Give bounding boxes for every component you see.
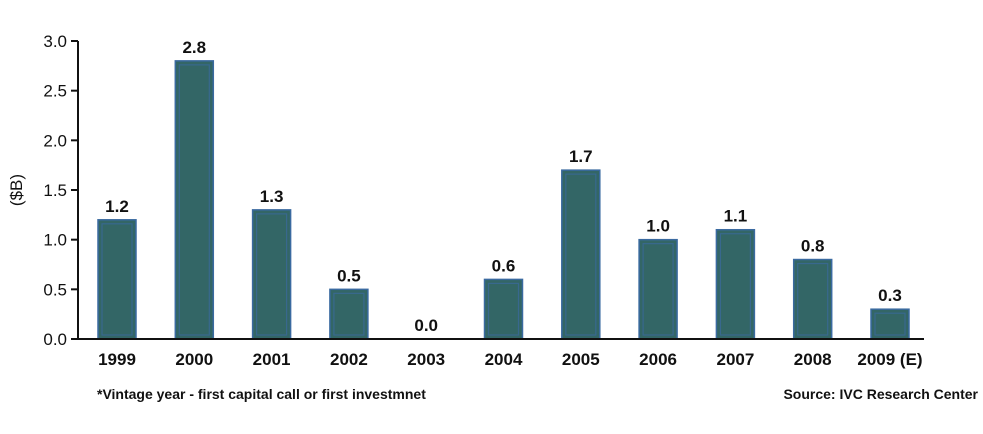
data-label: 0.8 xyxy=(801,237,825,256)
y-tick-label: 0.5 xyxy=(43,280,67,299)
y-tick-label: 3.0 xyxy=(43,32,67,51)
data-label: 0.0 xyxy=(414,316,438,335)
bars xyxy=(97,60,910,340)
bar-inner-outline xyxy=(487,282,520,336)
x-tick-label: 2009 (E) xyxy=(857,350,922,369)
bar-inner-outline xyxy=(178,64,210,336)
data-label: 1.7 xyxy=(569,147,593,166)
y-tick-label: 2.0 xyxy=(43,131,67,150)
bar xyxy=(792,258,833,340)
bar-inner-outline xyxy=(101,223,133,336)
bar xyxy=(715,228,756,340)
x-tick-label: 2002 xyxy=(330,350,368,369)
bar xyxy=(638,238,678,340)
data-label: 1.2 xyxy=(105,197,129,216)
x-tick-label: 2004 xyxy=(485,350,523,369)
data-labels: 1.2 2.8 1.3 0.5 0.0 0.6 1.7 1.0 1.1 0.8 0.3 xyxy=(105,38,902,335)
data-label: 1.1 xyxy=(724,207,748,226)
data-label: 0.3 xyxy=(878,286,902,305)
data-label: 0.5 xyxy=(337,266,361,285)
x-tick-label: 2007 xyxy=(716,350,754,369)
source-note: Source: IVC Research Center xyxy=(783,386,978,402)
y-tick-label: 1.5 xyxy=(43,181,67,200)
bar xyxy=(561,169,601,340)
data-label: 1.3 xyxy=(260,187,284,206)
x-tick-label: 1999 xyxy=(98,350,136,369)
bar xyxy=(174,60,215,340)
data-label: 2.8 xyxy=(182,38,206,57)
bar-inner-outline xyxy=(333,292,365,336)
bar xyxy=(329,288,369,340)
x-tick-label: 2003 xyxy=(407,350,445,369)
bar xyxy=(251,209,292,340)
bar-inner-outline xyxy=(256,213,288,336)
data-label: 0.6 xyxy=(492,256,516,275)
x-tick-label: 2000 xyxy=(175,350,213,369)
y-axis: 0.0 0.5 1.0 1.5 2.0 2.5 3.0 xyxy=(43,32,79,349)
y-tick-label: 1.0 xyxy=(43,231,67,250)
x-tick-label: 2008 xyxy=(794,350,832,369)
x-tick-label: 2005 xyxy=(562,350,600,369)
bar xyxy=(97,219,137,340)
bar-inner-outline xyxy=(719,233,752,336)
bar-inner-outline xyxy=(797,262,829,336)
y-tick-label: 2.5 xyxy=(43,82,67,101)
x-tick-label: 2006 xyxy=(639,350,677,369)
x-axis: 1999 2000 2001 2002 2003 2004 2005 2006 2007 2008… xyxy=(78,338,924,369)
footnote: *Vintage year - first capital call or fi… xyxy=(97,386,426,402)
bar xyxy=(483,278,524,340)
data-label: 1.0 xyxy=(646,217,670,236)
x-tick-label: 2001 xyxy=(253,350,291,369)
bar-inner-outline xyxy=(642,243,674,336)
y-axis-title: ($B) xyxy=(7,174,26,206)
bar-inner-outline xyxy=(874,312,906,336)
bar-inner-outline xyxy=(565,173,597,336)
y-tick-label: 0.0 xyxy=(43,330,67,349)
